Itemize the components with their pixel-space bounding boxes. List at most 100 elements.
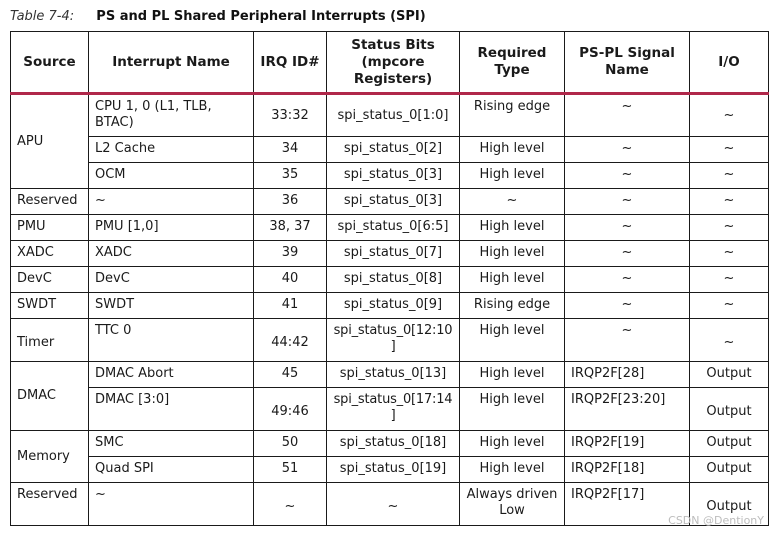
watermark: CSDN @DentionY [668, 514, 764, 527]
required-type-cell: High level [459, 136, 565, 163]
io-cell: Output [689, 482, 769, 526]
signal-name-cell: IRQP2F[19] [564, 430, 690, 457]
table-row: Quad SPI 51 spi_status_0[19] High level … [11, 456, 769, 483]
interrupt-name-cell: DMAC [3:0] [88, 387, 254, 431]
io-cell: ~ [689, 318, 769, 362]
table-row: Reserved ~ ~ ~ Always driven Low IRQP2F[… [10, 482, 769, 526]
irq-id-cell: 33:32 [253, 93, 327, 137]
signal-name-cell: ~ [564, 292, 690, 319]
status-bits-cell: spi_status_0[12:10] [326, 318, 460, 362]
required-type-cell: High level [459, 430, 565, 457]
source-cell: Reserved [10, 482, 89, 526]
status-bits-cell: spi_status_0[8] [326, 266, 460, 293]
status-bits-cell: ~ [326, 482, 460, 526]
io-cell: ~ [689, 162, 769, 189]
table-row: DevC DevC 40 spi_status_0[8] High level … [10, 266, 769, 293]
io-cell: Output [689, 387, 769, 431]
signal-name-cell: ~ [564, 266, 690, 293]
io-cell: ~ [689, 266, 769, 293]
header-ps-pl-signal: PS-PL Signal Name [564, 31, 690, 95]
required-type-cell: High level [459, 162, 565, 189]
status-bits-cell: spi_status_0[3] [326, 162, 460, 189]
irq-id-cell: 40 [253, 266, 327, 293]
irq-id-cell: 44:42 [253, 318, 327, 362]
header-interrupt-name: Interrupt Name [88, 31, 254, 95]
interrupt-name-cell: TTC 0 [88, 318, 254, 362]
table-row: PMU PMU [1,0] 38, 37 spi_status_0[6:5] H… [10, 214, 769, 241]
irq-id-cell: 50 [253, 430, 327, 457]
status-bits-cell: spi_status_0[3] [326, 188, 460, 215]
required-type-cell: High level [459, 266, 565, 293]
signal-name-cell: IRQP2F[23:20] [564, 387, 690, 431]
table-number: Table 7-4: [10, 9, 75, 24]
signal-name-cell: ~ [564, 240, 690, 267]
source-cell: DMAC [10, 361, 89, 431]
irq-id-cell: ~ [253, 482, 327, 526]
io-cell: ~ [689, 292, 769, 319]
signal-name-cell: ~ [564, 188, 690, 215]
table-row: DMAC DMAC Abort 45 spi_status_0[13] High… [10, 361, 769, 431]
table-row: APU CPU 1, 0 (L1, TLB, BTAC) 33:32 spi_s… [10, 93, 769, 189]
source-cell: SWDT [10, 292, 89, 319]
header-required-type: Required Type [459, 31, 565, 95]
source-cell: APU [10, 93, 89, 189]
irq-id-cell: 38, 37 [253, 214, 327, 241]
status-bits-cell: spi_status_0[7] [326, 240, 460, 267]
signal-name-cell: IRQP2F[17] [564, 482, 690, 526]
required-type-cell: High level [459, 361, 565, 388]
io-cell: ~ [689, 214, 769, 241]
spi-interrupts-table: Source Interrupt Name IRQ ID# Status Bit… [10, 31, 769, 526]
table-row: OCM 35 spi_status_0[3] High level ~ ~ [11, 162, 769, 189]
interrupt-name-cell: PMU [1,0] [88, 214, 254, 241]
table-row: DMAC [3:0] 49:46 spi_status_0[17:14] Hig… [11, 387, 769, 431]
irq-id-cell: 34 [253, 136, 327, 163]
interrupt-name-cell: ~ [88, 482, 254, 526]
required-type-cell: Always driven Low [459, 482, 565, 526]
status-bits-cell: spi_status_0[2] [326, 136, 460, 163]
required-type-cell: High level [459, 214, 565, 241]
interrupt-name-cell: SMC [88, 430, 254, 457]
io-cell: Output [689, 430, 769, 457]
interrupt-name-cell: L2 Cache [88, 136, 254, 163]
interrupt-name-cell: DMAC Abort [88, 361, 254, 388]
io-cell: ~ [689, 93, 769, 137]
source-cell: PMU [10, 214, 89, 241]
interrupt-name-cell: OCM [88, 162, 254, 189]
status-bits-cell: spi_status_0[18] [326, 430, 460, 457]
table-row: Timer TTC 0 44:42 spi_status_0[12:10] Hi… [10, 318, 769, 362]
signal-name-cell: IRQP2F[28] [564, 361, 690, 388]
table-row: XADC XADC 39 spi_status_0[7] High level … [10, 240, 769, 267]
status-bits-cell: spi_status_0[1:0] [326, 93, 460, 137]
signal-name-cell: ~ [564, 318, 690, 362]
source-cell: Reserved [10, 188, 89, 215]
signal-name-cell: ~ [564, 93, 690, 137]
status-bits-cell: spi_status_0[9] [326, 292, 460, 319]
header-status-bits: Status Bits (mpcore Registers) [326, 31, 460, 95]
irq-id-cell: 36 [253, 188, 327, 215]
io-cell: ~ [689, 240, 769, 267]
io-cell: Output [689, 456, 769, 483]
source-cell: Memory [10, 430, 89, 483]
source-cell: DevC [10, 266, 89, 293]
header-source: Source [10, 31, 89, 95]
io-cell: ~ [689, 188, 769, 215]
interrupt-name-cell: Quad SPI [88, 456, 254, 483]
header-irq-id: IRQ ID# [253, 31, 327, 95]
table-row: Reserved ~ 36 spi_status_0[3] ~ ~ ~ [10, 188, 769, 215]
header-row: Source Interrupt Name IRQ ID# Status Bit… [10, 31, 769, 95]
required-type-cell: Rising edge [459, 93, 565, 137]
irq-id-cell: 39 [253, 240, 327, 267]
table-caption: Table 7-4: PS and PL Shared Peripheral I… [10, 7, 426, 27]
irq-id-cell: 51 [253, 456, 327, 483]
interrupt-name-cell: XADC [88, 240, 254, 267]
source-cell: XADC [10, 240, 89, 267]
interrupt-name-cell: CPU 1, 0 (L1, TLB, BTAC) [88, 93, 254, 137]
interrupt-name-cell: SWDT [88, 292, 254, 319]
status-bits-cell: spi_status_0[6:5] [326, 214, 460, 241]
table-row: L2 Cache 34 spi_status_0[2] High level ~… [11, 136, 769, 163]
required-type-cell: High level [459, 387, 565, 431]
required-type-cell: High level [459, 318, 565, 362]
signal-name-cell: ~ [564, 162, 690, 189]
signal-name-cell: ~ [564, 214, 690, 241]
irq-id-cell: 49:46 [253, 387, 327, 431]
